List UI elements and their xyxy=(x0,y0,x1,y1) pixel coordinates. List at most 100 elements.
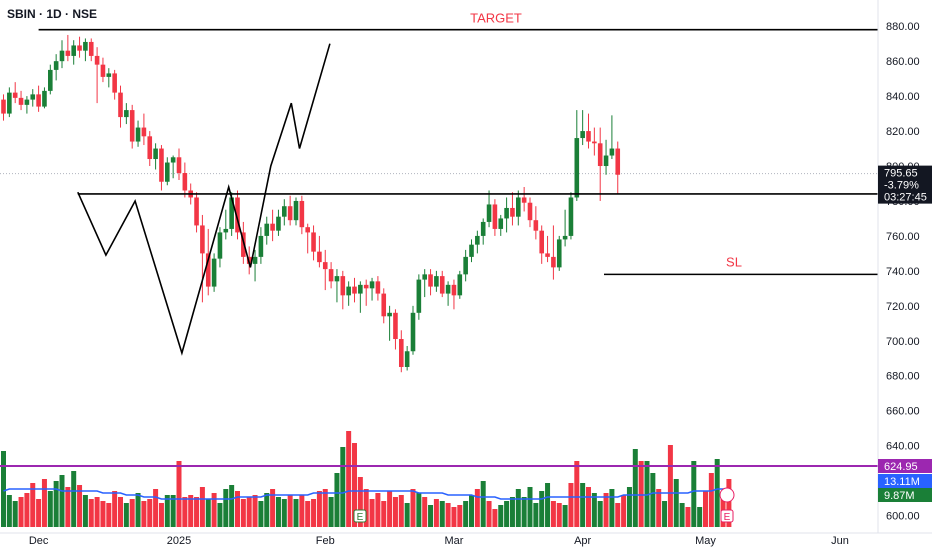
candle-body xyxy=(463,256,468,275)
candle-body xyxy=(71,45,76,56)
time-tick-label: Mar xyxy=(444,535,463,547)
candle-body xyxy=(135,127,141,142)
candle-body xyxy=(88,41,94,56)
volume-badge xyxy=(878,488,932,502)
candle-body xyxy=(334,276,340,282)
volume-bar xyxy=(363,489,369,527)
time-axis[interactable]: Dec 2025 Feb Mar Apr May Jun xyxy=(29,535,849,547)
candle-body xyxy=(393,312,398,340)
volume-bar xyxy=(235,491,240,527)
symbol-title[interactable]: SBIN · 1D · NSE xyxy=(7,7,97,21)
volume-ma-badge-text: 13.11M xyxy=(884,476,920,488)
event-marker-icon xyxy=(720,509,734,523)
candle-body xyxy=(586,131,591,142)
candle-body xyxy=(159,148,164,182)
candle-body xyxy=(533,220,539,231)
volume-badge-text: 9.87M xyxy=(884,490,915,502)
candle-body xyxy=(539,230,544,254)
candle-body xyxy=(615,148,621,175)
candle-layer xyxy=(1,34,621,373)
volume-bar xyxy=(521,497,527,527)
candle-body xyxy=(48,69,53,91)
price-tick-label: 760.00 xyxy=(886,231,920,243)
candle-body xyxy=(551,256,556,268)
candle-body xyxy=(153,148,158,160)
volume-bar xyxy=(615,503,621,527)
candle-body xyxy=(556,239,562,268)
candle-body xyxy=(276,216,281,231)
volume-bar xyxy=(147,499,153,527)
volume-bar xyxy=(223,489,229,527)
volume-bar xyxy=(258,501,264,527)
volume-bar xyxy=(270,489,276,527)
candle-body xyxy=(504,207,509,219)
volume-bar xyxy=(153,489,159,527)
price-labels: 795.65-3.79%03:27:45 624.95 13.11M 9.87M xyxy=(878,165,932,502)
volume-bar xyxy=(375,493,381,527)
candle-body xyxy=(299,200,305,228)
volume-bar xyxy=(281,499,287,527)
volume-bar xyxy=(71,471,77,527)
candle-body xyxy=(141,127,147,137)
volume-bar xyxy=(47,491,53,527)
volume-bar xyxy=(667,445,673,527)
current-price-badge-text: 03:27:45 xyxy=(884,192,927,204)
price-tick-label: 880.00 xyxy=(886,21,920,33)
volume-bar xyxy=(311,499,317,527)
volume-bar xyxy=(316,491,322,527)
volume-bar xyxy=(515,489,521,527)
candle-body xyxy=(399,339,404,367)
volume-bar xyxy=(580,483,586,527)
candle-body xyxy=(205,253,211,287)
target-label: TARGET xyxy=(470,11,522,26)
volume-bar xyxy=(387,491,393,527)
candle-body xyxy=(235,197,240,233)
volume-bar xyxy=(106,503,112,527)
candle-body xyxy=(112,73,117,93)
volume-bar xyxy=(474,489,480,527)
candle-body xyxy=(592,141,597,144)
volume-bar xyxy=(638,461,644,527)
candle-body xyxy=(445,284,451,294)
volume-bar xyxy=(597,501,603,527)
current-price-badge xyxy=(878,165,932,204)
candle-body xyxy=(492,204,498,229)
volume-bar xyxy=(100,501,106,527)
volume-bar xyxy=(673,479,679,527)
candle-body xyxy=(124,110,129,118)
candle-body xyxy=(217,232,223,259)
volume-bar xyxy=(12,501,18,527)
volume-bar xyxy=(656,489,662,527)
candle-body xyxy=(36,94,41,107)
volume-bar xyxy=(492,509,498,527)
volume-layer xyxy=(0,431,878,527)
candle-body xyxy=(574,138,580,198)
price-tick-label: 860.00 xyxy=(886,56,920,68)
volume-bar xyxy=(194,497,200,527)
candle-body xyxy=(1,99,6,114)
candle-body xyxy=(100,64,106,77)
time-tick-label: Feb xyxy=(316,535,335,547)
candle-body xyxy=(229,197,234,229)
volume-bar xyxy=(1,451,6,527)
volume-bar xyxy=(463,501,469,527)
volume-bar xyxy=(328,497,334,527)
volume-bar xyxy=(416,493,422,527)
candle-body xyxy=(597,143,603,167)
volume-bar xyxy=(41,479,47,527)
candle-body xyxy=(311,232,316,252)
volume-bar xyxy=(586,487,591,527)
candle-body xyxy=(387,312,392,317)
event-marker-icon xyxy=(353,509,367,523)
volume-bar xyxy=(609,489,615,527)
volume-bar xyxy=(94,497,100,527)
price-tick-label: 840.00 xyxy=(886,91,920,103)
candle-body xyxy=(498,218,504,229)
volume-bar xyxy=(550,501,556,527)
candle-body xyxy=(375,281,381,294)
hline-value-badge xyxy=(878,459,932,473)
candle-body xyxy=(369,281,375,289)
candle-body xyxy=(59,50,65,62)
volume-bar xyxy=(691,461,697,527)
